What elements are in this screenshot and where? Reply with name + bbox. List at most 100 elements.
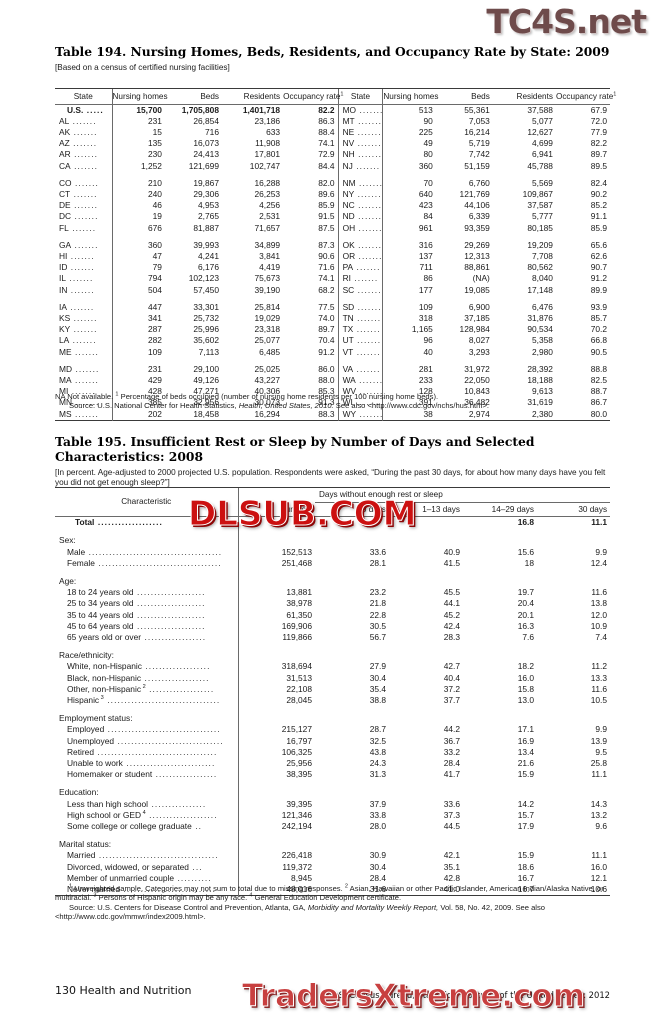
spacer-cell [463, 787, 537, 798]
table-row: 35 to 44 years old .................... 6… [55, 609, 610, 621]
table-row [55, 357, 610, 364]
row-label: NY ....... [337, 189, 383, 201]
section-heading: Marital status: [59, 839, 112, 850]
table-row: DE ....... 46 4,953 4,256 85.9 NC ....... 423 4… [55, 200, 610, 212]
data-cell: 66.8 [590, 335, 607, 346]
data-cell: 85.2 [590, 200, 607, 211]
t194-na-note: NA Not available. [55, 392, 114, 401]
section-gap [55, 569, 610, 576]
data-cell: 230 [111, 149, 165, 161]
data-cell: 15.9 [517, 769, 534, 780]
row-label: MI ....... [59, 386, 96, 397]
spacer-cell [389, 839, 463, 850]
table-194: State Nursing homes Beds Residents Occup… [55, 88, 616, 422]
data-cell: 6,900 [468, 301, 490, 312]
data-cell: 11.6 [591, 683, 608, 694]
data-cell: 45.5 [443, 587, 460, 598]
t195-col-30-days: 30 days [578, 504, 608, 514]
data-cell: 96 [382, 335, 436, 347]
table-row: ME ....... 109 7,113 6,485 91.2 VT ....... 40 3… [55, 346, 610, 358]
data-cell: 51,159 [464, 160, 490, 171]
data-cell: 33.2 [443, 746, 460, 757]
data-cell: 137 [382, 251, 436, 263]
data-cell: 36,482 [464, 397, 490, 408]
row-label: Retired ................................… [67, 746, 218, 757]
spacer-cell [463, 832, 537, 839]
table-row: HI ....... 47 4,241 3,841 90.6 OR ....... 137 1… [55, 251, 610, 263]
data-cell: 25,956 [237, 758, 315, 770]
t194-col-homes-left: Nursing homes [111, 88, 168, 105]
data-cell: 85.7 [590, 313, 607, 324]
page-number-section: 130 Health and Nutrition [55, 984, 192, 997]
data-cell: 61,350 [237, 609, 315, 621]
rule-cell [315, 895, 389, 898]
data-cell: 5,358 [531, 335, 553, 346]
row-label: Hispanic 3 .............................… [67, 695, 221, 706]
table-195: Characteristic Number1 Days without enou… [55, 486, 611, 898]
row-label: HI ....... [59, 251, 95, 262]
spacer-cell [389, 535, 463, 546]
row-label: MT ....... [337, 115, 383, 127]
data-cell: 32.5 [369, 735, 386, 746]
table-row: Some college or college graduate .. 242,1… [55, 821, 610, 833]
table-row: White, non-Hispanic ................... 3… [55, 661, 610, 673]
data-cell: 360 [111, 239, 165, 252]
data-cell: 12,627 [527, 127, 553, 137]
data-cell: 177 [382, 284, 436, 296]
data-cell: 22,050 [464, 375, 490, 386]
data-cell: 42.7 [443, 661, 460, 672]
data-cell: 1,401,718 [221, 103, 284, 116]
data-cell: 4,699 [531, 138, 553, 149]
data-cell: 18,458 [193, 408, 219, 419]
data-cell: 25,025 [254, 363, 281, 374]
data-cell: (NA) [472, 273, 490, 284]
table-row: MS ....... 202 18,458 16,294 88.3 WY ....... 3… [55, 408, 610, 421]
data-cell: 18.6 [517, 861, 534, 872]
data-cell: 40.9 [443, 546, 460, 557]
data-cell: 29,306 [193, 189, 219, 200]
row-label: Female .................................… [67, 557, 222, 568]
t194-col-occupancy-right: Occupancy rate1 [555, 88, 616, 105]
row-label: VA ....... [337, 363, 383, 376]
row-label: High school or GED 4 ...................… [67, 809, 218, 820]
section-heading: Race/ethnicity: [59, 650, 114, 661]
spacer-cell [389, 528, 463, 535]
data-cell: 1,165 [382, 324, 436, 336]
table-row: Unable to work .........................… [55, 758, 610, 770]
data-cell: 37.3 [443, 809, 460, 820]
data-cell: 6,339 [468, 211, 490, 222]
data-cell: 20.1 [517, 609, 534, 620]
row-label: OR ....... [337, 251, 383, 263]
data-cell: 43,227 [254, 375, 281, 386]
data-cell: 28.1 [369, 557, 386, 568]
table-row: Black, non-Hispanic ................... 3… [55, 672, 610, 684]
spacer-cell [463, 650, 537, 661]
data-cell: 121,769 [459, 189, 490, 200]
spacer-cell [55, 780, 238, 787]
spacer-cell [389, 832, 463, 839]
data-cell: 1,252 [111, 160, 165, 172]
row-label: 18 to 24 years old .................... [67, 587, 206, 598]
t195-col-0-days: 0 days [361, 504, 386, 514]
table-row: 25 to 34 years old .................... 3… [55, 598, 610, 610]
spacer-cell [315, 787, 389, 798]
data-cell: 128 [382, 386, 436, 398]
data-cell: 316 [382, 239, 436, 252]
t195-source-prefix: Source: U.S. Centers for Disease Control… [69, 902, 306, 912]
table-row: Homemaker or student .................. 3… [55, 769, 610, 781]
data-cell: 9,613 [531, 386, 553, 397]
data-cell: 28,045 [237, 695, 315, 707]
spacer-cell [337, 295, 383, 302]
data-cell: 88,861 [464, 262, 490, 273]
data-cell: 28.4 [443, 758, 460, 769]
spacer-cell [315, 780, 389, 787]
data-cell: 29,100 [193, 363, 219, 374]
data-cell: 240 [111, 189, 165, 201]
data-cell: 23,186 [254, 115, 281, 126]
spacer-cell [315, 706, 389, 713]
section-gap [55, 780, 610, 788]
table-row: Employed ...............................… [55, 724, 610, 736]
data-cell: 39,190 [254, 284, 281, 295]
t194-source-italic: Health, United States, 2010. [238, 401, 334, 411]
data-cell: 4,953 [198, 200, 219, 211]
